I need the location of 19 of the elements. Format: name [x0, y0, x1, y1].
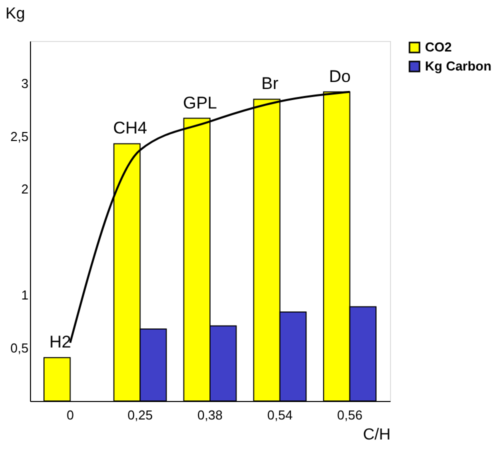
annotation: Do	[328, 66, 351, 86]
x-tick-label: 0,54	[267, 408, 293, 422]
annotation: GPL	[182, 93, 218, 112]
legend-label: Kg Carbon	[425, 58, 492, 74]
annotation: CH4	[113, 118, 148, 138]
y-axis-title: Kg	[6, 6, 26, 22]
x-tick-label: 0,38	[197, 408, 223, 422]
y-tick-label: 2,5	[10, 128, 28, 144]
annotation: H2	[49, 332, 72, 352]
y-tick-label: 1	[21, 288, 28, 303]
legend-label: CO2	[425, 40, 452, 54]
annotation: Br	[261, 74, 279, 94]
y-tick-label: 2	[21, 182, 28, 197]
x-tick-label: 0,25	[127, 408, 153, 422]
x-tick-label: 0,56	[337, 408, 362, 422]
y-tick-label: 0,5	[10, 340, 28, 356]
y-tick-label: 3	[21, 76, 28, 91]
x-axis-title: C/H	[362, 426, 390, 444]
x-tick-label: 0	[66, 408, 74, 422]
